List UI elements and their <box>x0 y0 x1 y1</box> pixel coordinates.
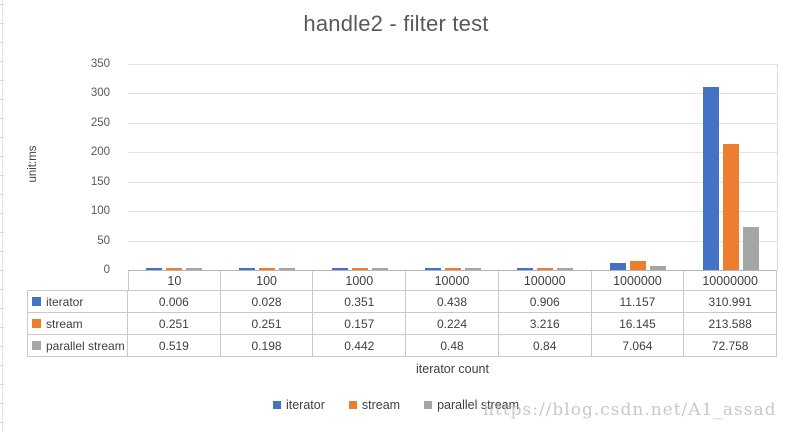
bar-iterator-10000 <box>424 268 441 270</box>
y-tick-label: 350 <box>90 58 110 70</box>
table-value-stream-1000000: 16.145 <box>591 313 685 335</box>
gridline <box>128 211 777 213</box>
bar-parallel-stream-10000 <box>464 268 481 270</box>
table-value-parallel-stream-10000000: 72.758 <box>684 335 777 357</box>
y-tick-label: 0 <box>103 264 110 276</box>
bar-iterator-1000000 <box>609 263 626 270</box>
category-header-100: 100 <box>220 270 314 291</box>
table-value-parallel-stream-100000: 0.84 <box>498 335 592 357</box>
table-value-iterator-1000000: 11.157 <box>591 291 685 313</box>
category-header-1000: 1000 <box>313 270 407 291</box>
bar-group-10000 <box>424 268 481 270</box>
legend-label: stream <box>361 398 401 412</box>
y-tick-label: 300 <box>90 87 110 100</box>
bar-parallel-stream-1000 <box>371 268 388 270</box>
table-value-iterator-1000: 0.351 <box>313 291 407 313</box>
category-header-10000000: 10000000 <box>684 270 777 291</box>
category-header-10: 10 <box>128 270 221 291</box>
gridline <box>128 93 777 95</box>
legend-swatch-icon <box>348 401 357 409</box>
category-header-100000: 100000 <box>498 270 592 291</box>
legend-label: iterator <box>285 398 325 412</box>
series-swatch-icon <box>32 297 41 306</box>
y-tick-label: 200 <box>90 146 110 159</box>
gridline <box>128 64 777 65</box>
series-name: stream <box>46 316 83 331</box>
table-value-stream-1000: 0.157 <box>313 313 407 335</box>
legend-item-iterator: iterator <box>272 398 325 412</box>
bar-group-1000 <box>331 268 388 270</box>
bar-stream-10000 <box>444 268 461 270</box>
data-table: 10 100 1000 10000 100000 1000000 10000000 itera… <box>27 270 777 357</box>
bar-group-10 <box>146 268 203 270</box>
bar-iterator-1000 <box>331 268 348 270</box>
bar-stream-100 <box>259 268 276 270</box>
table-value-iterator-10: 0.006 <box>128 291 221 313</box>
gridline <box>128 181 777 183</box>
table-value-parallel-stream-10000: 0.48 <box>406 335 499 357</box>
bar-stream-1000 <box>351 268 368 270</box>
bar-stream-10000000 <box>722 144 739 270</box>
series-name: iterator <box>46 294 84 309</box>
bar-parallel-stream-100 <box>279 268 296 270</box>
table-row-label-parallel-stream: parallel stream <box>27 335 128 357</box>
legend: iterator stream parallel stream <box>0 398 792 412</box>
table-value-iterator-10000000: 310.991 <box>684 291 777 313</box>
table-value-iterator-100000: 0.906 <box>498 291 592 313</box>
chart-title: handle2 - filter test <box>303 11 489 36</box>
table-value-parallel-stream-1000: 0.442 <box>313 335 407 357</box>
spreadsheet-row-ticks <box>0 4 4 432</box>
table-value-parallel-stream-10: 0.519 <box>128 335 221 357</box>
bar-stream-10 <box>166 268 183 270</box>
y-tick-label: 250 <box>90 116 110 129</box>
y-tick-label: 150 <box>90 175 110 188</box>
bar-group-100000 <box>517 268 574 270</box>
table-value-parallel-stream-1000000: 7.064 <box>591 335 685 357</box>
bar-iterator-10000000 <box>702 87 719 270</box>
series-swatch-icon <box>32 341 41 350</box>
bar-group-100 <box>239 268 296 270</box>
table-corner-cell <box>27 270 128 291</box>
series-swatch-icon <box>32 319 41 328</box>
watermark-text: https://blog.csdn.net/A1_assad <box>483 400 777 420</box>
table-value-stream-10: 0.251 <box>128 313 221 335</box>
bar-group-1000000 <box>609 260 666 270</box>
bar-parallel-stream-10000000 <box>742 227 759 270</box>
legend-label: parallel stream <box>437 398 520 412</box>
y-tick-label: 50 <box>97 234 110 247</box>
legend-item-parallel-stream: parallel stream <box>424 398 519 412</box>
table-value-stream-10000000: 213.588 <box>684 313 777 335</box>
bar-stream-1000000 <box>629 260 646 270</box>
x-axis-title: iterator count <box>416 362 489 376</box>
bar-iterator-100 <box>239 268 256 270</box>
table-row-label-iterator: iterator <box>27 291 128 313</box>
gridline <box>128 122 777 124</box>
y-tick-label: 100 <box>90 205 110 218</box>
legend-swatch-icon <box>424 401 433 409</box>
gridline <box>128 152 777 154</box>
bar-parallel-stream-10 <box>186 268 203 270</box>
bar-iterator-10 <box>146 268 163 270</box>
legend-swatch-icon <box>272 401 281 409</box>
table-value-parallel-stream-100: 0.198 <box>220 335 314 357</box>
bar-group-10000000 <box>702 87 759 270</box>
gridline <box>128 240 777 242</box>
table-value-stream-100: 0.251 <box>220 313 314 335</box>
table-value-stream-10000: 0.224 <box>406 313 499 335</box>
table-row-label-stream: stream <box>27 313 128 335</box>
category-header-10000: 10000 <box>406 270 499 291</box>
table-value-stream-100000: 3.216 <box>498 313 592 335</box>
plot-area <box>128 64 778 270</box>
bar-iterator-100000 <box>517 268 534 270</box>
table-value-iterator-10000: 0.438 <box>406 291 499 313</box>
bar-stream-100000 <box>537 268 554 270</box>
table-value-iterator-100: 0.028 <box>220 291 314 313</box>
bar-parallel-stream-1000000 <box>649 265 666 270</box>
series-name: parallel stream <box>46 338 125 353</box>
category-header-1000000: 1000000 <box>591 270 685 291</box>
legend-item-stream: stream <box>348 398 401 412</box>
bar-parallel-stream-100000 <box>557 268 574 270</box>
